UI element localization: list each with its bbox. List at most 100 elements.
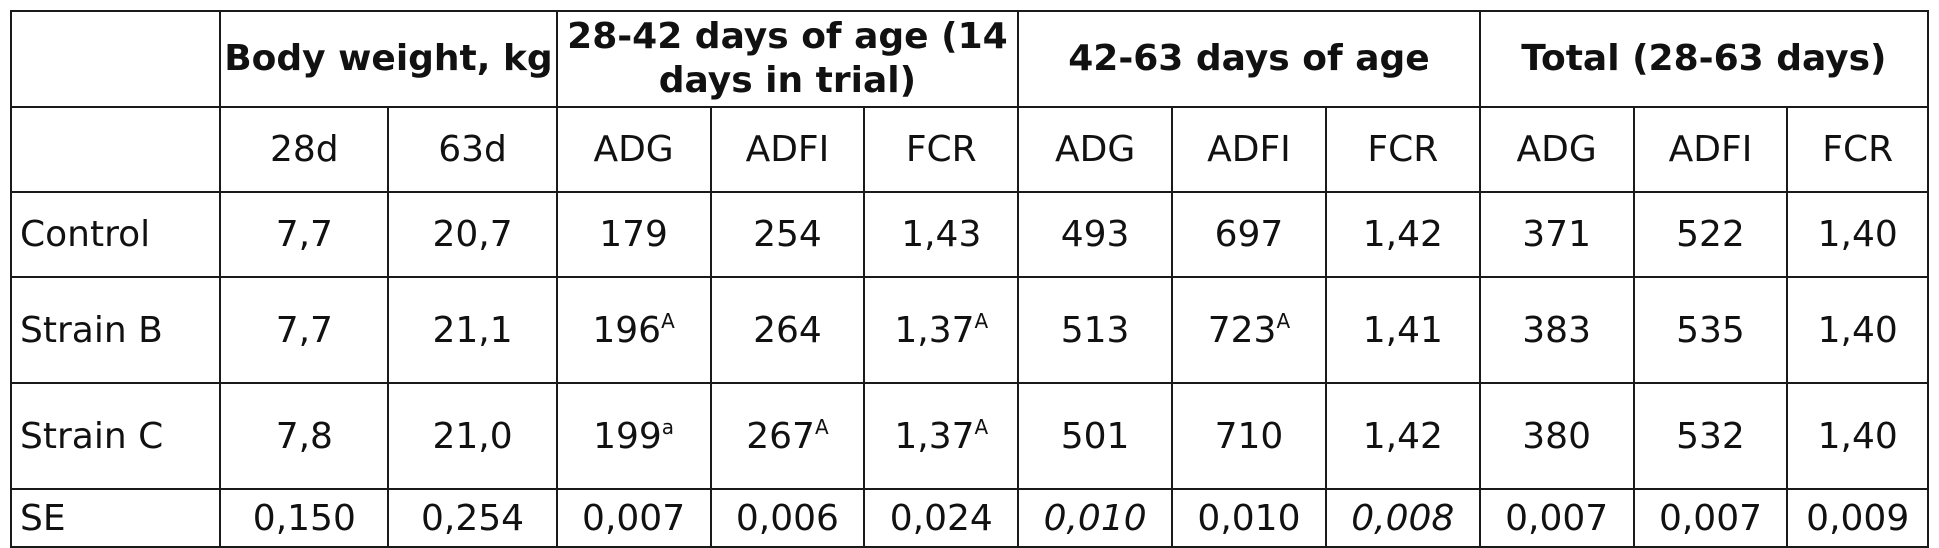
sub-header-cell: FCR <box>1326 107 1480 192</box>
table-cell: 0,006 <box>711 489 865 547</box>
group-header-total: Total (28-63 days) <box>1480 11 1928 107</box>
table-cell: 21,1 <box>388 277 556 383</box>
cell-value: 179 <box>599 214 668 255</box>
table-cell: 1,42 <box>1326 192 1480 277</box>
cell-value: 493 <box>1061 214 1130 255</box>
table-cell: 710 <box>1172 383 1326 489</box>
table-cell: 7,7 <box>220 192 388 277</box>
table-cell: 0,010 <box>1172 489 1326 547</box>
table-cell: 1,40 <box>1787 383 1928 489</box>
row-label: Strain C <box>11 383 220 489</box>
sub-header-row: 28d63dADGADFIFCRADGADFIFCRADGADFIFCR <box>11 107 1928 192</box>
cell-value: 535 <box>1676 310 1745 351</box>
table-cell: 1,43 <box>864 192 1018 277</box>
cell-value: 21,1 <box>432 310 512 351</box>
cell-value: 1,40 <box>1818 310 1898 351</box>
cell-value: 7,7 <box>276 310 333 351</box>
cell-value: 0,009 <box>1806 498 1909 539</box>
sub-header-cell: 63d <box>388 107 556 192</box>
table-cell: 267A <box>711 383 865 489</box>
cell-value: 1,37 <box>894 416 974 457</box>
table-row: SE0,150 0,254 0,007 0,0060,024 0,010 0,010 0,0… <box>11 489 1928 547</box>
significance-superscript: A <box>975 309 989 333</box>
table-cell: 254 <box>711 192 865 277</box>
row-label: Control <box>11 192 220 277</box>
cell-value: 199 <box>593 416 662 457</box>
group-header-28-42-days: 28-42 days of age (14 days in trial) <box>557 11 1019 107</box>
cell-value: 7,8 <box>276 416 333 457</box>
table-cell: 493 <box>1018 192 1172 277</box>
table-cell: 1,37A <box>864 277 1018 383</box>
cell-value: 196 <box>592 310 661 351</box>
cell-value: 0,007 <box>582 498 685 539</box>
table-row: Control 7,7 20,7 179 254 1,43 493 697 1,42 371 522… <box>11 192 1928 277</box>
cell-value: 1,37 <box>894 310 974 351</box>
significance-superscript: A <box>975 415 989 439</box>
table-cell: 371 <box>1480 192 1634 277</box>
table-body: Body weight, kg 28-42 days of age (14 da… <box>11 11 1928 547</box>
table-cell: 264 <box>711 277 865 383</box>
table-cell: 0,009 <box>1787 489 1928 547</box>
table-cell: 513 <box>1018 277 1172 383</box>
table-cell: 0,007 <box>557 489 711 547</box>
row-label: Strain B <box>11 277 220 383</box>
table-cell: 196A <box>557 277 711 383</box>
sub-header-cell: FCR <box>1787 107 1928 192</box>
cell-value: 0,008 <box>1351 498 1454 539</box>
significance-superscript: a <box>662 415 674 439</box>
table-cell: 723A <box>1172 277 1326 383</box>
cell-value: 1,40 <box>1818 214 1898 255</box>
row-label: SE <box>11 489 220 547</box>
cell-value: 501 <box>1061 416 1130 457</box>
table-cell: 1,40 <box>1787 192 1928 277</box>
table-cell: 0,024 <box>864 489 1018 547</box>
cell-value: 522 <box>1676 214 1745 255</box>
table-row: Strain B7,721,1196A2641,37A513723A1,4138… <box>11 277 1928 383</box>
cell-value: 0,010 <box>1044 498 1147 539</box>
cell-value: 0,254 <box>421 498 524 539</box>
table-cell: 0,007 <box>1480 489 1634 547</box>
sub-header-cell: ADFI <box>711 107 865 192</box>
cell-value: 254 <box>753 214 822 255</box>
table-cell: 380 <box>1480 383 1634 489</box>
cell-value: 7,7 <box>276 214 333 255</box>
table-cell: 1,41 <box>1326 277 1480 383</box>
sub-header-cell: 28d <box>220 107 388 192</box>
table-cell: 535 <box>1634 277 1788 383</box>
table-cell: 0,254 <box>388 489 556 547</box>
results-table: Body weight, kg 28-42 days of age (14 da… <box>10 10 1929 548</box>
sub-header-cell: ADG <box>1018 107 1172 192</box>
cell-value: 380 <box>1522 416 1591 457</box>
cell-value: 532 <box>1676 416 1745 457</box>
table-cell: 199a <box>557 383 711 489</box>
table-cell: 522 <box>1634 192 1788 277</box>
table-cell: 0,150 <box>220 489 388 547</box>
table-cell: 697 <box>1172 192 1326 277</box>
cell-value: 267 <box>746 416 815 457</box>
sub-header-cell: FCR <box>864 107 1018 192</box>
cell-value: 1,40 <box>1818 416 1898 457</box>
cell-value: 20,7 <box>432 214 512 255</box>
table-cell: 1,37A <box>864 383 1018 489</box>
cell-value: 21,0 <box>432 416 512 457</box>
sub-header-cell: ADG <box>557 107 711 192</box>
cell-value: 697 <box>1215 214 1284 255</box>
group-header-row: Body weight, kg 28-42 days of age (14 da… <box>11 11 1928 107</box>
significance-superscript: A <box>1276 309 1290 333</box>
table-cell: 179 <box>557 192 711 277</box>
sub-header-empty <box>11 107 220 192</box>
cell-value: 513 <box>1061 310 1130 351</box>
table-cell: 1,40 <box>1787 277 1928 383</box>
group-header-42-63-days: 42-63 days of age <box>1018 11 1480 107</box>
significance-superscript: A <box>815 415 829 439</box>
table-cell: 7,7 <box>220 277 388 383</box>
sub-header-cell: ADG <box>1480 107 1634 192</box>
table-cell: 0,007 <box>1634 489 1788 547</box>
table-cell: 532 <box>1634 383 1788 489</box>
cell-value: 0,010 <box>1197 498 1300 539</box>
cell-value: 1,43 <box>901 214 981 255</box>
corner-cell <box>11 11 220 107</box>
table-cell: 20,7 <box>388 192 556 277</box>
cell-value: 371 <box>1522 214 1591 255</box>
group-header-body-weight: Body weight, kg <box>220 11 556 107</box>
